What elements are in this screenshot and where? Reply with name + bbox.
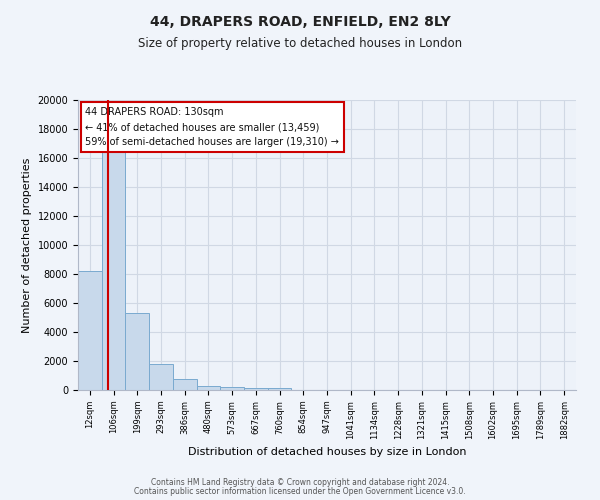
Bar — [268, 388, 292, 390]
Bar — [149, 364, 173, 390]
Text: Size of property relative to detached houses in London: Size of property relative to detached ho… — [138, 38, 462, 51]
Text: 44, DRAPERS ROAD, ENFIELD, EN2 8LY: 44, DRAPERS ROAD, ENFIELD, EN2 8LY — [149, 15, 451, 29]
Bar — [102, 150, 125, 390]
Bar — [197, 386, 220, 390]
Bar — [173, 379, 197, 390]
Bar — [125, 313, 149, 390]
Bar — [78, 271, 102, 390]
Bar — [244, 388, 268, 390]
Bar — [220, 387, 244, 390]
Y-axis label: Number of detached properties: Number of detached properties — [22, 158, 32, 332]
X-axis label: Distribution of detached houses by size in London: Distribution of detached houses by size … — [188, 447, 466, 457]
Text: Contains HM Land Registry data © Crown copyright and database right 2024.: Contains HM Land Registry data © Crown c… — [151, 478, 449, 487]
Text: 44 DRAPERS ROAD: 130sqm
← 41% of detached houses are smaller (13,459)
59% of sem: 44 DRAPERS ROAD: 130sqm ← 41% of detache… — [85, 108, 340, 147]
Text: Contains public sector information licensed under the Open Government Licence v3: Contains public sector information licen… — [134, 487, 466, 496]
